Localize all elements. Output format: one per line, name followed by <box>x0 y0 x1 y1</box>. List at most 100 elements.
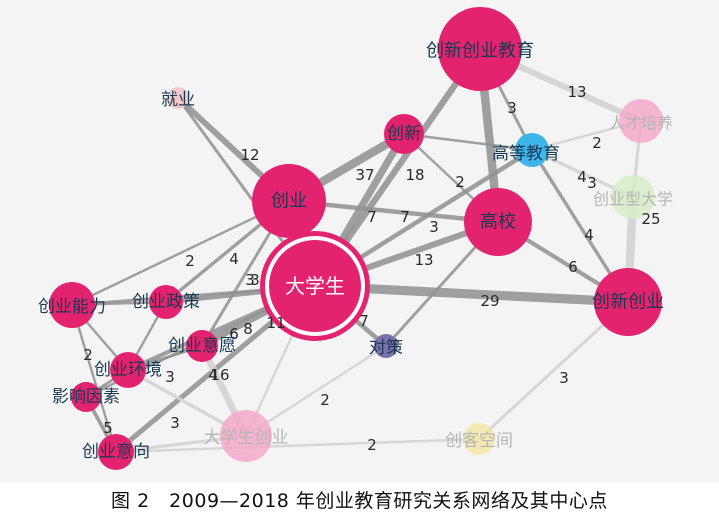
edge-label-n0-n4: 29 <box>480 292 499 310</box>
edge-label-n0-n5: 18 <box>405 166 424 184</box>
edge-label-n10-n13: 2 <box>83 346 93 364</box>
node-circle-n7 <box>167 87 189 109</box>
edge-label-n9-n4: 25 <box>641 210 660 228</box>
node-circle-n16 <box>374 334 398 358</box>
edge-label-n13-n14: 3 <box>165 368 175 386</box>
edge-label-n1-n6: 3 <box>507 99 517 117</box>
node-circle-n13 <box>110 352 146 388</box>
edge-label-n0-n11: 8 <box>243 320 253 338</box>
node-n9 <box>611 175 655 219</box>
node-label-n16: 对策 <box>369 338 403 358</box>
node-circle-n14 <box>71 382 101 412</box>
node-label-n17: 大学生创业 <box>204 428 289 448</box>
node-label-n14: 影响因素 <box>52 387 120 407</box>
node-n11 <box>149 285 183 319</box>
node-n7 <box>167 87 189 109</box>
node-n2 <box>252 164 326 238</box>
node-n6 <box>515 133 549 167</box>
edge-label-n0-n16: 7 <box>359 312 369 330</box>
node-label-n0: 大学生 <box>285 274 345 298</box>
node-label-n12: 创业意愿 <box>168 336 236 356</box>
node-label-n3: 高校 <box>480 212 516 233</box>
node-label-n5: 创新 <box>387 124 421 144</box>
edge-label-n2-n11: 4 <box>229 250 239 268</box>
edge-n10-n15 <box>70 304 118 453</box>
node-label-n11: 创业政策 <box>132 292 200 312</box>
edge-label-n3-n16: 3 <box>429 218 439 236</box>
node-label-n7: 就业 <box>161 90 195 110</box>
node-circle-n8 <box>619 99 663 143</box>
edge-n16-n17 <box>245 344 387 438</box>
edge-label-n0-n13: 6 <box>229 325 239 343</box>
node-label-n9: 创业型大学 <box>593 190 673 209</box>
edge-n2-n10 <box>71 199 290 307</box>
node-circle-n11 <box>149 285 183 319</box>
node-circle-n5 <box>384 114 424 154</box>
edge-label-n14-n15: 5 <box>103 419 113 437</box>
node-n15 <box>98 434 134 470</box>
edge-n5-n6 <box>403 132 533 152</box>
node-circle-n2 <box>252 164 326 238</box>
node-n8 <box>619 99 663 143</box>
edge-label-n2-n10: 2 <box>185 252 195 270</box>
edge-label-n15-n17: 3 <box>170 414 180 432</box>
node-n16 <box>374 334 398 358</box>
node-circle-n12 <box>186 330 218 362</box>
node-circle-n3 <box>464 188 532 256</box>
node-n14 <box>71 382 101 412</box>
node-n13 <box>110 352 146 388</box>
edge-label-n3-n4: 6 <box>568 258 578 276</box>
node-label-n15: 创业意向 <box>82 442 150 462</box>
edge-label-n13-n17: 4 <box>208 366 218 384</box>
edge-label-n6-n4: 4 <box>584 226 594 244</box>
node-label-n4: 创新创业 <box>592 292 664 313</box>
node-n1 <box>438 7 522 91</box>
edge-label-n0-n3: 13 <box>414 251 433 269</box>
edge-label-n0-n2: 37 <box>355 166 374 184</box>
edge-label-n0-n10: 3 <box>250 271 260 289</box>
node-label-n1: 创新创业教育 <box>426 41 534 62</box>
edge-label-n5-n3: 2 <box>455 173 465 191</box>
node-circle-n0 <box>269 240 361 332</box>
edge-label-n0-n12: 11 <box>266 314 285 332</box>
edge-label-n15-n18: 2 <box>367 436 377 454</box>
node-n18 <box>463 423 495 455</box>
node-label-n13: 创业环境 <box>94 360 162 380</box>
node-circle-n6 <box>515 133 549 167</box>
node-circle-n1 <box>438 7 522 91</box>
edge-label-n1-n8: 13 <box>567 83 586 101</box>
node-n4 <box>594 268 662 336</box>
node-circle-n9 <box>611 175 655 219</box>
node-circle-n15 <box>98 434 134 470</box>
node-label-n8: 人才培养 <box>609 114 673 133</box>
edge-label-n6-n8: 2 <box>592 134 602 152</box>
node-label-n2: 创业 <box>271 191 307 212</box>
edge-label-n8-n9: 3 <box>587 174 597 192</box>
node-circle-n4 <box>594 268 662 336</box>
edge-label-n2-n12: 3 <box>245 271 255 289</box>
node-circle-n17 <box>220 410 272 462</box>
figure-caption: 图 2 2009—2018 年创业教育研究关系网络及其中心点 <box>111 490 608 512</box>
node-n17 <box>220 410 272 462</box>
edge-n15-n18 <box>115 437 480 454</box>
node-n5 <box>384 114 424 154</box>
edge-label-n2-n7: 12 <box>240 146 259 164</box>
network-figure: 37 18 13 29 7 7 11 8 3 6 12 7 2 4 3 3 13 2 2 4 4 3 25 6 3 3 2 16 4 3 2… <box>0 0 719 482</box>
node-label-n6: 高等教育 <box>492 144 560 164</box>
edge-label-n2-n3: 7 <box>367 208 377 226</box>
node-circle-n18 <box>463 423 495 455</box>
edge-label-n6-n9: 4 <box>577 168 587 186</box>
edge-label-n4-n18: 3 <box>559 369 569 387</box>
edge-label-n16-n17: 2 <box>320 391 330 409</box>
node-circle-n10 <box>49 282 95 328</box>
edge-label-n0-n6: 7 <box>400 208 410 226</box>
nodes-layer <box>49 7 663 470</box>
node-n12 <box>186 330 218 362</box>
node-n10 <box>49 282 95 328</box>
node-n3 <box>464 188 532 256</box>
edge-label-n12-n17: 16 <box>210 366 229 384</box>
node-n0 <box>260 231 370 341</box>
node-label-n18: 创客空间 <box>445 431 513 451</box>
